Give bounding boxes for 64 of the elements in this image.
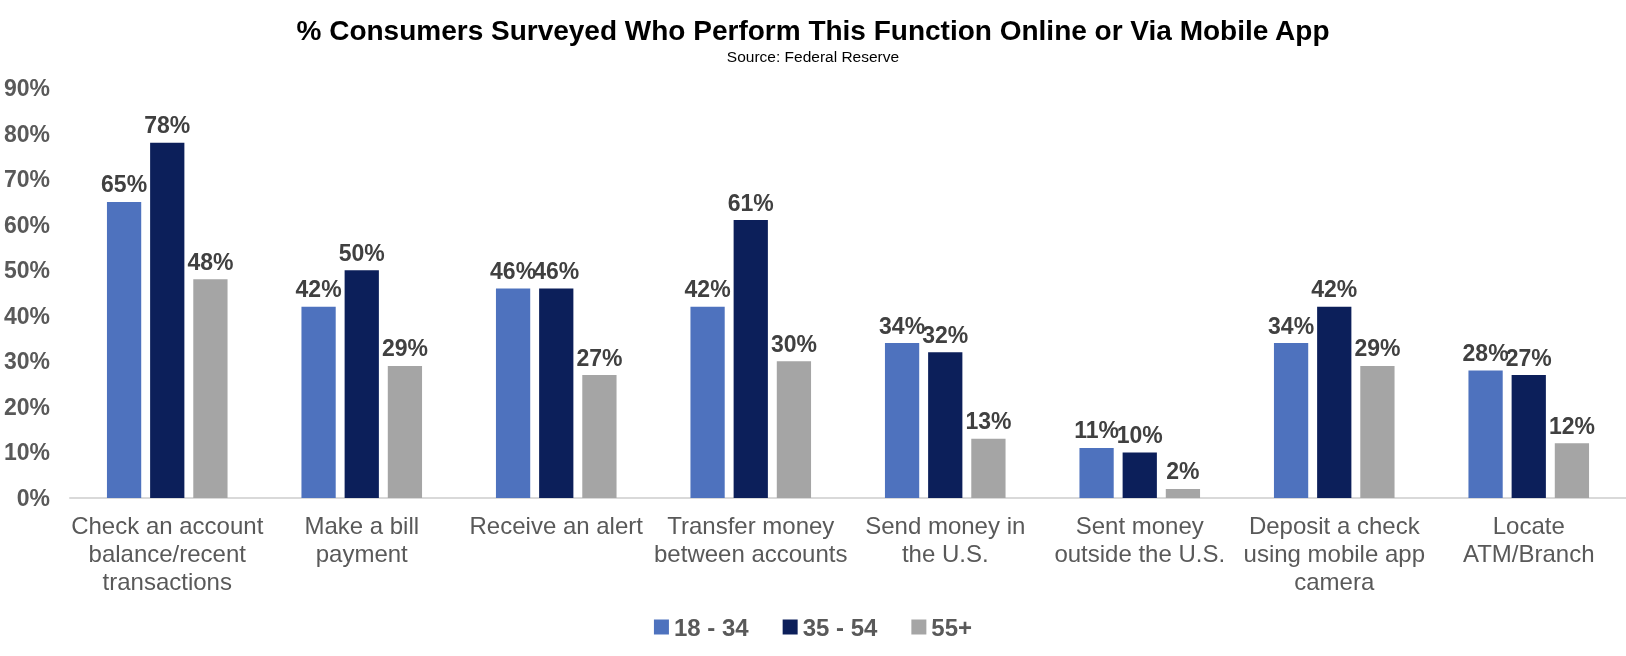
bar — [884, 343, 920, 498]
chart-title: % Consumers Surveyed Who Perform This Function Online or Via Mobile App — [296, 14, 1330, 46]
data-label: 13% — [965, 408, 1012, 435]
data-label: 48% — [187, 248, 234, 275]
x-tick-label: Check an account balance/recent transactions — [71, 511, 264, 595]
y-tick-label: 20% — [3, 393, 50, 420]
bar — [150, 142, 185, 498]
x-tick-label: Send money in the U.S. — [865, 511, 1026, 567]
bar — [733, 220, 768, 498]
bar — [1079, 447, 1114, 498]
bar — [1122, 452, 1157, 498]
bar — [690, 306, 725, 498]
bar — [1468, 370, 1503, 498]
bar — [301, 306, 336, 498]
y-tick-label: 50% — [3, 257, 50, 284]
data-label: 34% — [1268, 312, 1315, 339]
bar — [1360, 365, 1395, 498]
bar — [1317, 306, 1352, 498]
data-label: 11% — [1074, 417, 1119, 444]
data-label: 42% — [684, 276, 731, 303]
bar — [1554, 443, 1590, 498]
chart-subtitle: Source: Federal Reserve — [726, 47, 900, 65]
bar — [193, 279, 228, 498]
y-tick-label: 70% — [3, 166, 50, 193]
bar — [106, 201, 142, 498]
bar — [582, 375, 617, 498]
y-tick-label: 90% — [3, 75, 50, 101]
x-tick-label: Deposit a check using mobile app camera — [1243, 511, 1425, 595]
legend-label: 35 - 54 — [802, 613, 879, 641]
data-label: 42% — [295, 276, 342, 303]
data-label: 61% — [727, 189, 774, 216]
x-tick-label: Transfer money between accounts — [654, 511, 848, 567]
x-tick-label: Locate ATM/Branch — [1462, 511, 1595, 567]
x-tick-label: Receive an alert — [469, 511, 644, 539]
legend-label: 55+ — [931, 613, 973, 641]
data-label: 29% — [1354, 335, 1401, 362]
data-label: 30% — [770, 330, 817, 357]
legend-label: 18 - 34 — [673, 613, 750, 641]
bar — [344, 270, 379, 498]
bar — [387, 365, 423, 498]
data-label: 42% — [1311, 276, 1358, 303]
bar — [495, 288, 531, 498]
data-label: 29% — [381, 335, 428, 362]
data-label: 12% — [1548, 412, 1595, 439]
y-tick-label: 60% — [3, 211, 50, 238]
bar — [928, 352, 963, 498]
data-label: 78% — [144, 112, 191, 139]
bar — [539, 288, 574, 498]
x-tick-label: Sent money outside the U.S. — [1054, 511, 1226, 567]
data-label: 2% — [1166, 458, 1200, 485]
y-tick-label: 30% — [3, 348, 50, 375]
data-label: 65% — [101, 171, 148, 198]
bar — [971, 438, 1006, 498]
x-tick-label: Make a bill payment — [304, 511, 420, 567]
y-tick-label: 0% — [16, 485, 50, 511]
bar — [1511, 375, 1546, 498]
bar — [1273, 343, 1309, 498]
y-tick-label: 10% — [3, 439, 50, 466]
bar — [1165, 488, 1201, 498]
bar — [776, 361, 812, 498]
y-tick-label: 80% — [3, 120, 50, 147]
data-label: 27% — [576, 344, 623, 371]
y-tick-label: 40% — [3, 302, 50, 329]
data-label: 50% — [338, 239, 385, 266]
